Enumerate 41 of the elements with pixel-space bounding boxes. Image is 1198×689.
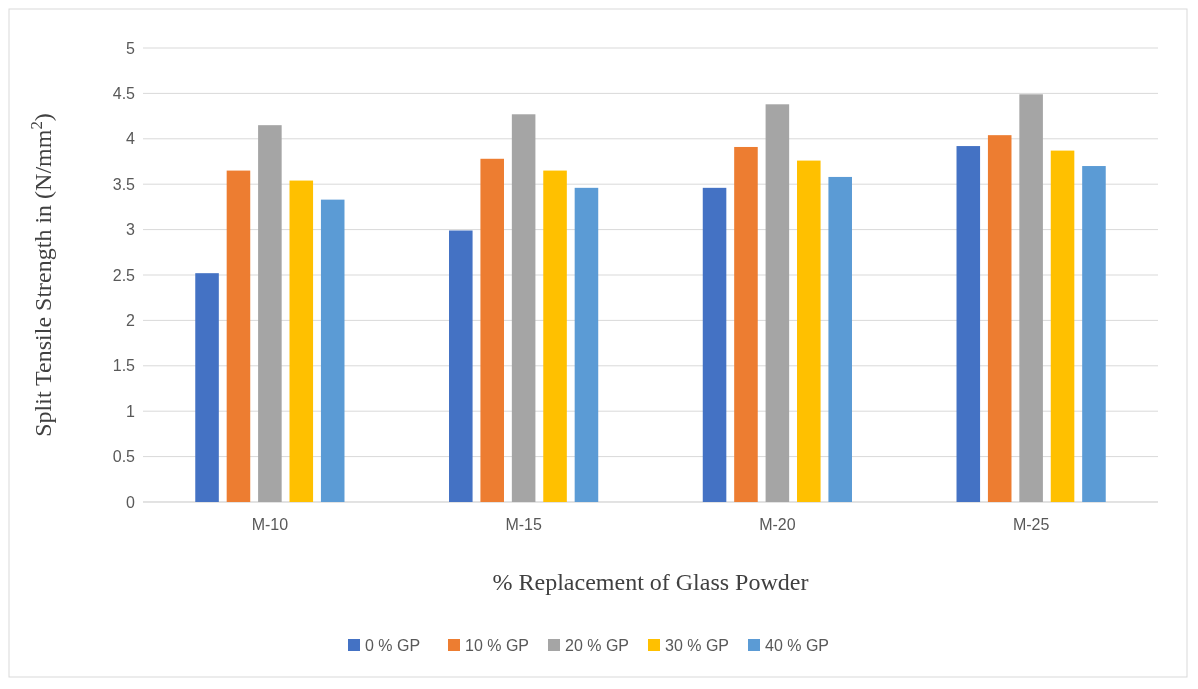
bar (987, 135, 1012, 502)
bar (226, 170, 251, 502)
bar (734, 146, 758, 502)
x-tick-label: M-15 (505, 516, 542, 533)
y-tick-label: 4.5 (112, 85, 136, 102)
x-tick-label: M-10 (251, 516, 289, 533)
legend-label: 0 % GP (365, 636, 421, 654)
bar (574, 187, 599, 502)
bar (511, 114, 536, 502)
bar (1050, 150, 1075, 502)
x-tick-label: M-25 (1012, 516, 1050, 533)
y-tick-label: 3.5 (112, 175, 136, 193)
bar (195, 273, 219, 502)
bar (480, 158, 504, 502)
bar (258, 125, 282, 502)
y-tick-label: 0.5 (112, 448, 136, 466)
x-axis-title: % Replacement of Glass Powder (492, 569, 809, 595)
y-tick-label: 2.5 (112, 266, 136, 284)
bar (1019, 94, 1043, 502)
bar (320, 199, 345, 502)
legend-label: 20 % GP (565, 636, 630, 654)
bar (956, 146, 981, 502)
bar (702, 187, 727, 502)
bar (828, 176, 852, 502)
y-tick-label: 5 (126, 39, 136, 57)
y-tick-label: 3 (126, 221, 136, 239)
bar (289, 180, 314, 502)
x-tick-label: M-20 (759, 516, 796, 533)
y-tick-label: 0 (126, 493, 136, 511)
y-tick-label: 2 (126, 312, 136, 329)
y-tick-label: 1 (126, 402, 136, 420)
legend-label: 10 % GP (465, 636, 530, 654)
bar (449, 230, 473, 502)
bar (543, 170, 567, 502)
bar (797, 160, 821, 502)
legend-label: 30 % GP (665, 636, 730, 654)
legend-label: 40 % GP (765, 636, 830, 654)
bar (1082, 166, 1106, 502)
bar (765, 104, 790, 502)
y-tick-label: 1.5 (112, 357, 136, 375)
y-tick-label: 4 (126, 130, 136, 148)
